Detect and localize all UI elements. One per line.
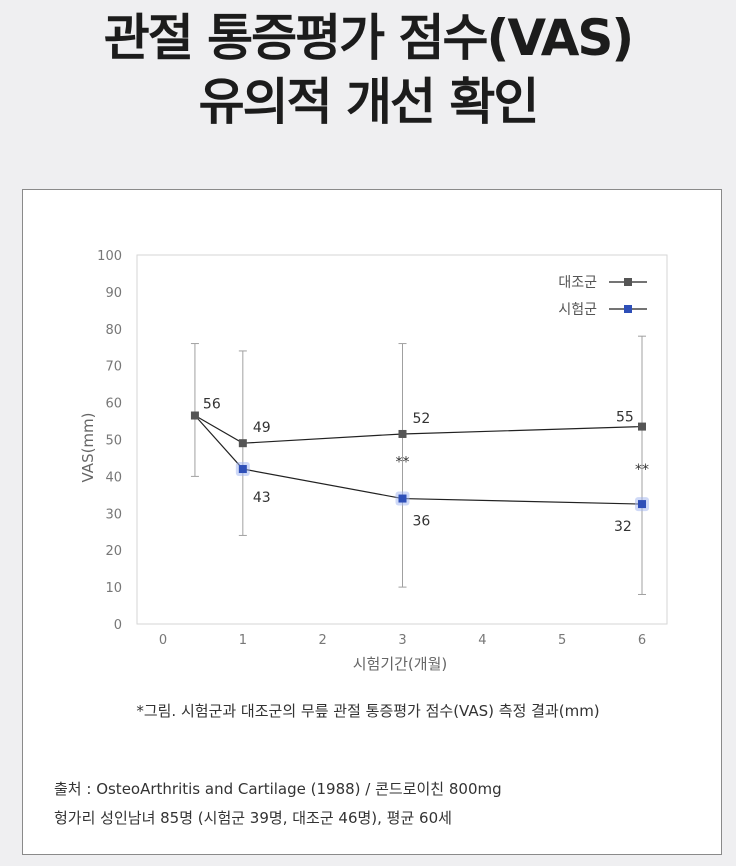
data-point-marker bbox=[638, 422, 646, 431]
y-tick-label: 90 bbox=[105, 286, 122, 301]
series-line-test bbox=[194, 415, 643, 505]
data-label: 32 bbox=[614, 519, 632, 535]
significance-marker: ** bbox=[396, 455, 410, 471]
y-tick-label: 20 bbox=[105, 544, 122, 559]
figure-caption: *그림. 시험군과 대조군의 무릎 관절 통증평가 점수(VAS) 측정 결과(… bbox=[136, 702, 600, 720]
y-tick-label: 80 bbox=[105, 323, 122, 338]
data-point-marker bbox=[638, 500, 646, 509]
source-line-1: 출처 : OsteoArthritis and Cartilage (1988)… bbox=[54, 780, 502, 798]
x-tick-label: 3 bbox=[398, 633, 406, 648]
source-note: 출처 : OsteoArthritis and Cartilage (1988)… bbox=[54, 775, 502, 833]
x-tick-label: 2 bbox=[319, 633, 327, 648]
data-label: 49 bbox=[253, 420, 271, 436]
data-point-marker bbox=[398, 494, 407, 503]
x-axis-title: 시험기간(개월) bbox=[353, 655, 448, 673]
data-label: 36 bbox=[413, 514, 431, 530]
headline: 관절 통증평가 점수(VAS) 유의적 개선 확인 bbox=[0, 6, 736, 134]
legend-marker bbox=[624, 305, 632, 313]
y-tick-label: 70 bbox=[105, 360, 122, 375]
series-line-control bbox=[194, 414, 643, 444]
y-tick-label: 40 bbox=[105, 470, 122, 485]
y-tick-label: 100 bbox=[97, 249, 122, 264]
x-tick-label: 6 bbox=[638, 633, 646, 648]
y-tick-label: 60 bbox=[105, 397, 122, 412]
source-line-2: 헝가리 성인남녀 85명 (시험군 39명, 대조군 46명), 평균 60세 bbox=[54, 809, 452, 827]
y-tick-label: 50 bbox=[105, 434, 122, 449]
x-tick-label: 5 bbox=[558, 633, 566, 648]
x-tick-label: 1 bbox=[239, 633, 247, 648]
data-label: 56 bbox=[203, 397, 221, 413]
significance-marker: ** bbox=[635, 462, 649, 478]
legend-marker bbox=[624, 278, 632, 286]
data-point-marker bbox=[190, 411, 199, 420]
data-label: 52 bbox=[413, 411, 431, 427]
data-label: 43 bbox=[253, 490, 271, 506]
legend-label: 시험군 bbox=[558, 302, 597, 318]
y-tick-label: 10 bbox=[105, 581, 122, 596]
headline-line-2: 유의적 개선 확인 bbox=[198, 73, 540, 131]
data-point-marker bbox=[238, 439, 247, 448]
x-tick-label: 0 bbox=[159, 633, 167, 648]
headline-line-1: 관절 통증평가 점수(VAS) bbox=[103, 9, 635, 67]
data-point-marker bbox=[238, 465, 247, 474]
y-tick-label: 0 bbox=[114, 618, 122, 633]
y-axis-title: VAS(mm) bbox=[79, 412, 97, 482]
data-label: 55 bbox=[616, 410, 634, 426]
x-tick-label: 4 bbox=[478, 633, 486, 648]
legend-label: 대조군 bbox=[558, 275, 597, 291]
y-tick-label: 30 bbox=[105, 507, 122, 522]
data-point-marker bbox=[398, 429, 407, 438]
